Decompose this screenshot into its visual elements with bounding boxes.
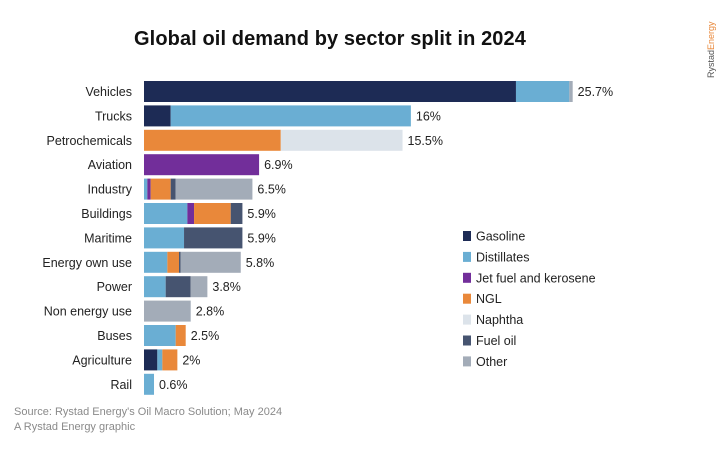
bar-segment-maritime-fuel-oil (184, 227, 243, 249)
bar-segment-rail-distillates (144, 373, 155, 395)
total-label-agriculture: 2% (182, 353, 200, 367)
bar-segment-industry-fuel-oil (170, 178, 176, 200)
bar-segment-industry-ngl (150, 178, 171, 200)
bar-segment-aviation-jet-fuel-and-kerosene (144, 154, 260, 176)
bar-segment-petrochemicals-ngl (144, 129, 281, 151)
total-label-trucks: 16% (416, 109, 441, 123)
source-text: Source: Rystad Energy's Oil Macro Soluti… (14, 406, 283, 418)
legend-swatch-other (463, 356, 471, 367)
bar-segment-agriculture-gasoline (144, 349, 158, 371)
category-label-non-energy-use: Non energy use (44, 305, 132, 319)
total-label-buses: 2.5% (191, 329, 220, 343)
total-label-aviation: 6.9% (264, 158, 293, 172)
legend-label-distillates: Distillates (476, 250, 530, 264)
legend-swatch-fuel-oil (463, 335, 471, 346)
category-label-industry: Industry (88, 183, 133, 197)
total-label-petrochemicals: 15.5% (408, 134, 443, 148)
bar-segment-trucks-gasoline (144, 105, 171, 127)
category-label-energy-own-use: Energy own use (42, 256, 132, 270)
bar-segment-agriculture-ngl (162, 349, 178, 371)
bar-segment-energy-own-use-distillates (144, 251, 168, 273)
legend-label-naphtha: Naphtha (476, 313, 523, 327)
bar-segment-energy-own-use-other (180, 251, 241, 273)
category-label-rail: Rail (110, 378, 132, 392)
bar-segment-power-distillates (144, 276, 166, 298)
bar-segment-power-other (190, 276, 208, 298)
total-label-buildings: 5.9% (247, 207, 276, 221)
bar-segment-buildings-fuel-oil (230, 203, 243, 224)
bar-segment-vehicles-distillates (515, 81, 570, 102)
category-label-aviation: Aviation (88, 158, 132, 172)
category-label-agriculture: Agriculture (72, 353, 132, 367)
legend-swatch-ngl (463, 293, 471, 304)
bar-segment-trucks-distillates (170, 105, 411, 127)
source-note: Source: Rystad Energy's Oil Macro Soluti… (14, 405, 282, 435)
category-label-petrochemicals: Petrochemicals (47, 134, 132, 148)
legend-label-fuel-oil: Fuel oil (476, 334, 516, 348)
total-label-power: 3.8% (212, 280, 241, 294)
legend-label-jet-fuel-and-kerosene: Jet fuel and kerosene (476, 271, 596, 285)
category-label-power: Power (97, 280, 132, 294)
bar-segment-buildings-distillates (144, 203, 188, 224)
bar-segment-maritime-distillates (144, 227, 185, 249)
bar-segment-energy-own-use-fuel-oil (179, 251, 181, 273)
total-label-rail: 0.6% (159, 378, 188, 392)
bar-segment-agriculture-distillates (157, 349, 163, 371)
bar-segment-buildings-ngl (194, 203, 231, 224)
total-label-energy-own-use: 5.8% (246, 256, 274, 270)
category-label-maritime: Maritime (84, 231, 132, 245)
bar-segment-industry-other (175, 178, 253, 200)
bar-segment-vehicles-gasoline (144, 81, 516, 102)
category-label-buses: Buses (97, 329, 132, 343)
category-label-buildings: Buildings (81, 207, 132, 221)
chart-title: Global oil demand by sector split in 202… (134, 28, 526, 50)
total-label-maritime: 5.9% (247, 231, 276, 245)
credit-text: A Rystad Energy graphic (14, 421, 136, 433)
total-label-industry: 6.5% (257, 183, 286, 197)
bar-segment-industry-jet-fuel-and-kerosene (147, 178, 151, 200)
total-label-vehicles: 25.7% (578, 85, 613, 99)
bar-segment-buses-distillates (144, 325, 176, 346)
legend-label-other: Other (476, 355, 507, 369)
bar-segment-petrochemicals-naphtha (280, 129, 403, 151)
legend-swatch-naphtha (463, 314, 471, 325)
bar-segment-buses-ngl (175, 325, 186, 346)
bar-segment-buildings-jet-fuel-and-kerosene (187, 203, 195, 224)
bar-segment-power-fuel-oil (165, 276, 191, 298)
bar-segment-industry-distillates (144, 178, 148, 200)
legend-swatch-distillates (463, 251, 471, 262)
category-label-vehicles: Vehicles (85, 85, 132, 99)
legend-label-gasoline: Gasoline (476, 230, 525, 244)
bar-segment-vehicles-other (569, 81, 573, 102)
total-label-non-energy-use: 2.8% (196, 305, 225, 319)
bar-segment-non-energy-use-other (144, 300, 191, 322)
bar-segment-energy-own-use-ngl (167, 251, 180, 273)
category-label-trucks: Trucks (95, 109, 132, 123)
legend-swatch-gasoline (463, 231, 471, 241)
legend-swatch-jet-fuel-and-kerosene (463, 272, 471, 283)
legend-label-ngl: NGL (476, 292, 502, 306)
